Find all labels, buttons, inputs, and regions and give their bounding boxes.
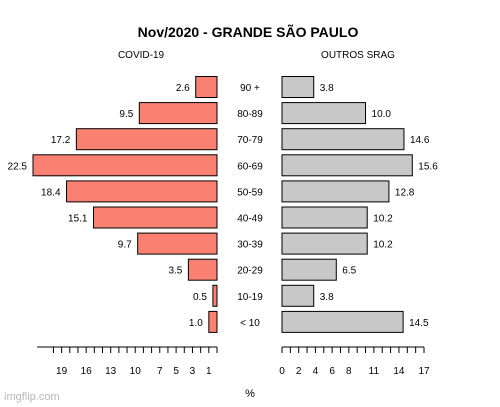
age-group-label: 80-89 [237, 109, 263, 120]
age-group-label: 10-19 [237, 292, 263, 303]
outros-srag-value-label: 10.2 [373, 240, 393, 251]
covid-value-label: 15.1 [68, 214, 88, 225]
left-axis-tick-label: 16 [81, 366, 93, 377]
outros-srag-bar [281, 128, 405, 151]
age-group-label: 50-59 [237, 187, 263, 198]
age-group-label: 40-49 [237, 214, 263, 225]
covid-bar [212, 284, 218, 307]
outros-srag-bar [281, 102, 367, 125]
covid-bar [75, 128, 218, 151]
outros-srag-bar [281, 284, 315, 307]
outros-srag-value-label: 14.5 [409, 318, 429, 329]
covid-value-label: 1.0 [189, 318, 203, 329]
outros-srag-value-label: 14.6 [410, 135, 430, 146]
right-axis-tick-label: 6 [329, 366, 335, 377]
covid-bar [93, 206, 218, 229]
right-axis-tick-label: 17 [418, 366, 430, 377]
outros-srag-value-label: 6.5 [342, 266, 356, 277]
outros-srag-bar [281, 76, 315, 98]
age-group-label: 90 + [240, 83, 260, 94]
age-group-label: < 10 [240, 318, 260, 329]
outros-srag-bar [281, 180, 390, 203]
covid-bar [137, 232, 218, 255]
right-series-label: OUTROS SRAG [321, 50, 395, 61]
outros-srag-bar [281, 232, 368, 255]
covid-value-label: 18.4 [41, 187, 61, 198]
covid-value-label: 0.5 [193, 292, 207, 303]
x-axis-label: % [245, 388, 255, 400]
covid-bar [208, 310, 218, 333]
right-axis-tick-label: 8 [346, 366, 352, 377]
covid-bar [32, 154, 218, 177]
covid-bar [195, 76, 218, 98]
age-group-label: 30-39 [237, 240, 263, 251]
outros-srag-bar [281, 154, 413, 177]
chart-title: Nov/2020 - GRANDE SÃO PAULO [138, 23, 359, 40]
covid-value-label: 2.6 [176, 83, 190, 94]
outros-srag-value-label: 12.8 [395, 187, 415, 198]
left-axis-tick-label: 10 [130, 366, 142, 377]
outros-srag-value-label: 3.8 [320, 83, 334, 94]
covid-value-label: 9.7 [118, 240, 132, 251]
left-axis-tick-label: 13 [105, 366, 117, 377]
outros-srag-bar [281, 310, 404, 333]
covid-bar [138, 102, 218, 125]
right-axis-tick-label: 14 [393, 366, 405, 377]
outros-srag-value-label: 10.0 [372, 109, 392, 120]
left-axis-tick-label: 7 [157, 366, 163, 377]
right-axis-tick-label: 11 [369, 366, 380, 377]
outros-srag-bar [281, 258, 337, 281]
watermark: imgflip.com [4, 391, 60, 403]
right-axis-tick-label: 2 [296, 366, 302, 377]
covid-bar [187, 258, 218, 281]
age-group-label: 70-79 [237, 135, 263, 146]
left-axis-tick-label: 3 [190, 366, 196, 377]
outros-srag-value-label: 3.8 [320, 292, 334, 303]
left-series-label: COVID-19 [118, 50, 165, 61]
right-axis-tick-label: 4 [313, 366, 319, 377]
left-axis-tick-label: 19 [56, 366, 68, 377]
outros-srag-bar [281, 206, 368, 229]
age-group-label: 20-29 [237, 266, 263, 277]
covid-value-label: 17.2 [51, 135, 71, 146]
right-axis-tick-label: 0 [279, 366, 285, 377]
outros-srag-value-label: 15.6 [418, 161, 438, 172]
outros-srag-value-label: 10.2 [373, 214, 393, 225]
age-group-label: 60-69 [237, 161, 263, 172]
covid-value-label: 3.5 [168, 266, 182, 277]
covid-value-label: 9.5 [119, 109, 133, 120]
covid-bar [66, 180, 218, 203]
covid-value-label: 22.5 [8, 161, 28, 172]
left-axis-tick-label: 1 [206, 366, 212, 377]
left-axis-tick-label: 5 [173, 366, 179, 377]
